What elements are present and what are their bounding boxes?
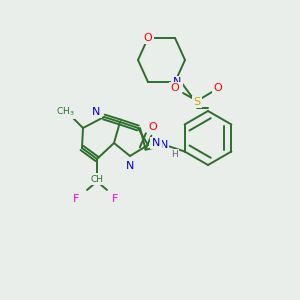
Text: N: N [173, 77, 181, 87]
Text: CH: CH [91, 175, 103, 184]
Text: CH$_3$: CH$_3$ [56, 106, 74, 118]
Text: F: F [73, 194, 79, 204]
Text: S: S [194, 97, 201, 107]
Text: O: O [214, 83, 222, 93]
Text: O: O [144, 33, 152, 43]
Text: O: O [148, 122, 157, 133]
Text: O: O [171, 83, 179, 93]
Text: N: N [159, 140, 168, 149]
Text: N: N [92, 107, 100, 117]
Text: H: H [171, 150, 178, 159]
Text: N: N [152, 138, 160, 148]
Text: F: F [112, 194, 118, 204]
Text: N: N [126, 161, 134, 171]
